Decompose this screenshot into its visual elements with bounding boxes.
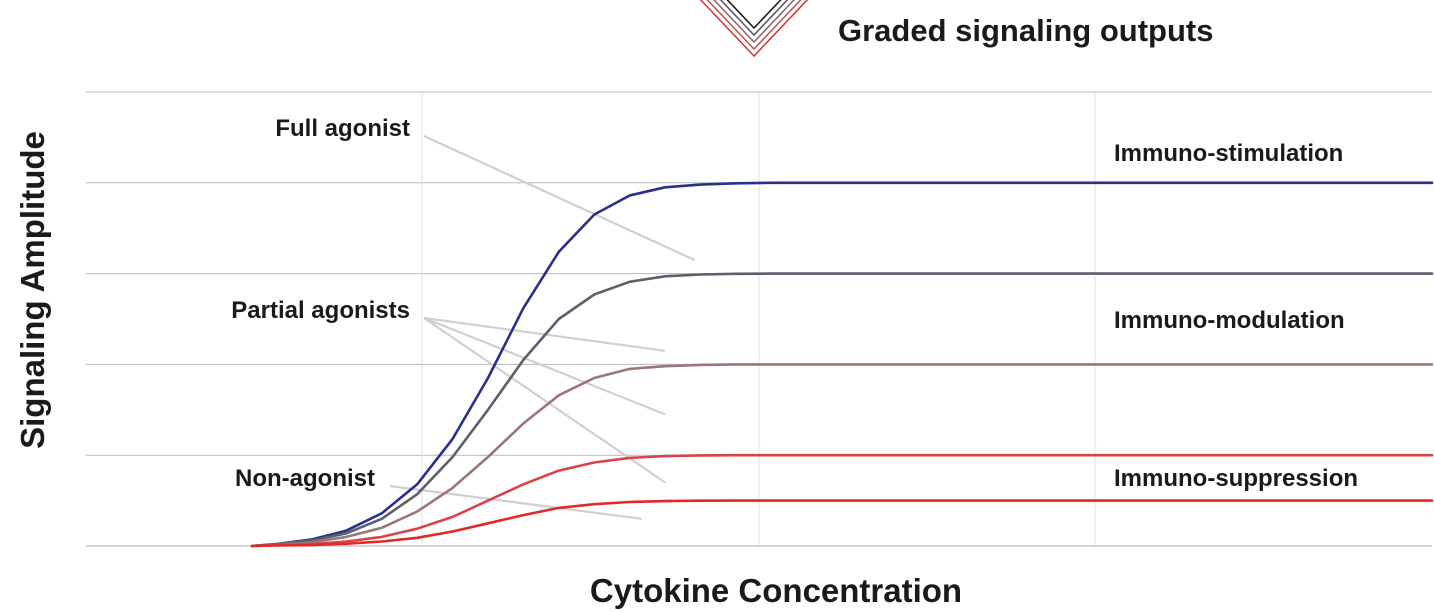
legend-chevron [726, 0, 782, 30]
legend-chevron [712, 0, 796, 44]
annotation-non-agonist: Non-agonist [235, 465, 375, 492]
legend: Graded signaling outputs [699, 0, 1213, 58]
legend-label: Graded signaling outputs [838, 13, 1213, 48]
x-axis-label: Cytokine Concentration [590, 572, 962, 609]
legend-chevron [719, 0, 789, 37]
region-label-suppression: Immuno-suppression [1114, 465, 1358, 492]
curves [250, 181, 1434, 548]
curve-non [250, 499, 1434, 548]
leader-line [423, 316, 666, 416]
y-axis-label: Signaling Amplitude [14, 131, 51, 449]
leader-line [389, 484, 642, 520]
curve-partial2 [250, 363, 1434, 548]
curve-full [250, 181, 1434, 548]
legend-chevron [706, 0, 802, 51]
leader-line [423, 135, 695, 261]
annotation-partial-agonists: Partial agonists [231, 297, 410, 324]
leader-line [423, 317, 666, 484]
region-label-stimulation: Immuno-stimulation [1114, 140, 1343, 167]
legend-chevron [699, 0, 809, 58]
annotation-full-agonist: Full agonist [275, 115, 410, 142]
curve-partial3 [250, 453, 1434, 548]
curve-partial1 [250, 272, 1434, 548]
region-label-modulation: Immuno-modulation [1114, 307, 1345, 334]
legend-chevron-icon [699, 0, 809, 58]
